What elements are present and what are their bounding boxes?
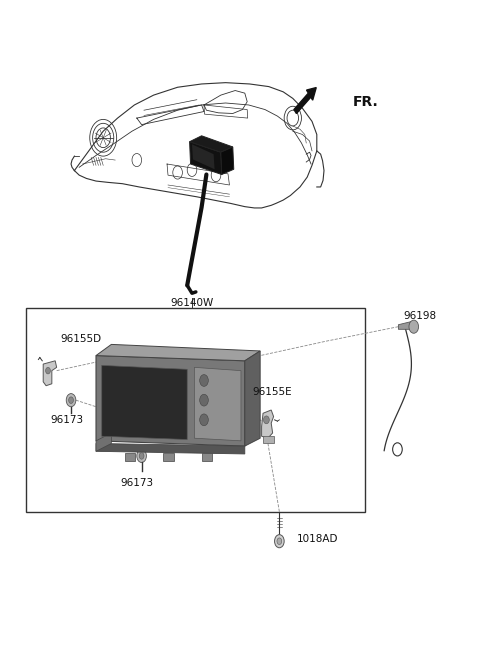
Polygon shape [96, 433, 111, 451]
Bar [163, 453, 174, 461]
Polygon shape [194, 367, 241, 441]
Polygon shape [102, 365, 187, 440]
Polygon shape [262, 410, 274, 438]
Circle shape [200, 394, 208, 406]
Bar [125, 453, 135, 461]
Polygon shape [43, 361, 57, 386]
Polygon shape [96, 443, 245, 454]
Circle shape [275, 535, 284, 548]
Circle shape [137, 449, 146, 462]
Text: 96140W: 96140W [170, 298, 214, 308]
Polygon shape [398, 321, 415, 329]
Polygon shape [96, 344, 260, 361]
Text: 96155D: 96155D [60, 335, 101, 344]
Circle shape [277, 538, 282, 544]
Text: 96198: 96198 [403, 312, 436, 321]
Bar [263, 436, 274, 443]
Circle shape [264, 416, 269, 424]
Bar [26, 308, 365, 512]
Circle shape [46, 367, 50, 374]
Circle shape [409, 320, 419, 333]
Text: 96155E: 96155E [252, 387, 292, 397]
Polygon shape [190, 142, 222, 174]
Polygon shape [192, 144, 215, 169]
Text: 96173: 96173 [50, 415, 84, 424]
Polygon shape [190, 136, 233, 152]
Bar [202, 453, 212, 461]
FancyArrow shape [294, 87, 316, 113]
Polygon shape [221, 147, 234, 174]
Circle shape [69, 397, 73, 403]
Circle shape [139, 453, 144, 459]
Circle shape [200, 414, 208, 426]
Text: 96173: 96173 [120, 478, 154, 487]
Polygon shape [96, 356, 245, 446]
Text: FR.: FR. [353, 94, 379, 109]
Polygon shape [245, 351, 260, 446]
Circle shape [66, 394, 76, 407]
Circle shape [200, 375, 208, 386]
Text: 1018AD: 1018AD [297, 534, 338, 544]
